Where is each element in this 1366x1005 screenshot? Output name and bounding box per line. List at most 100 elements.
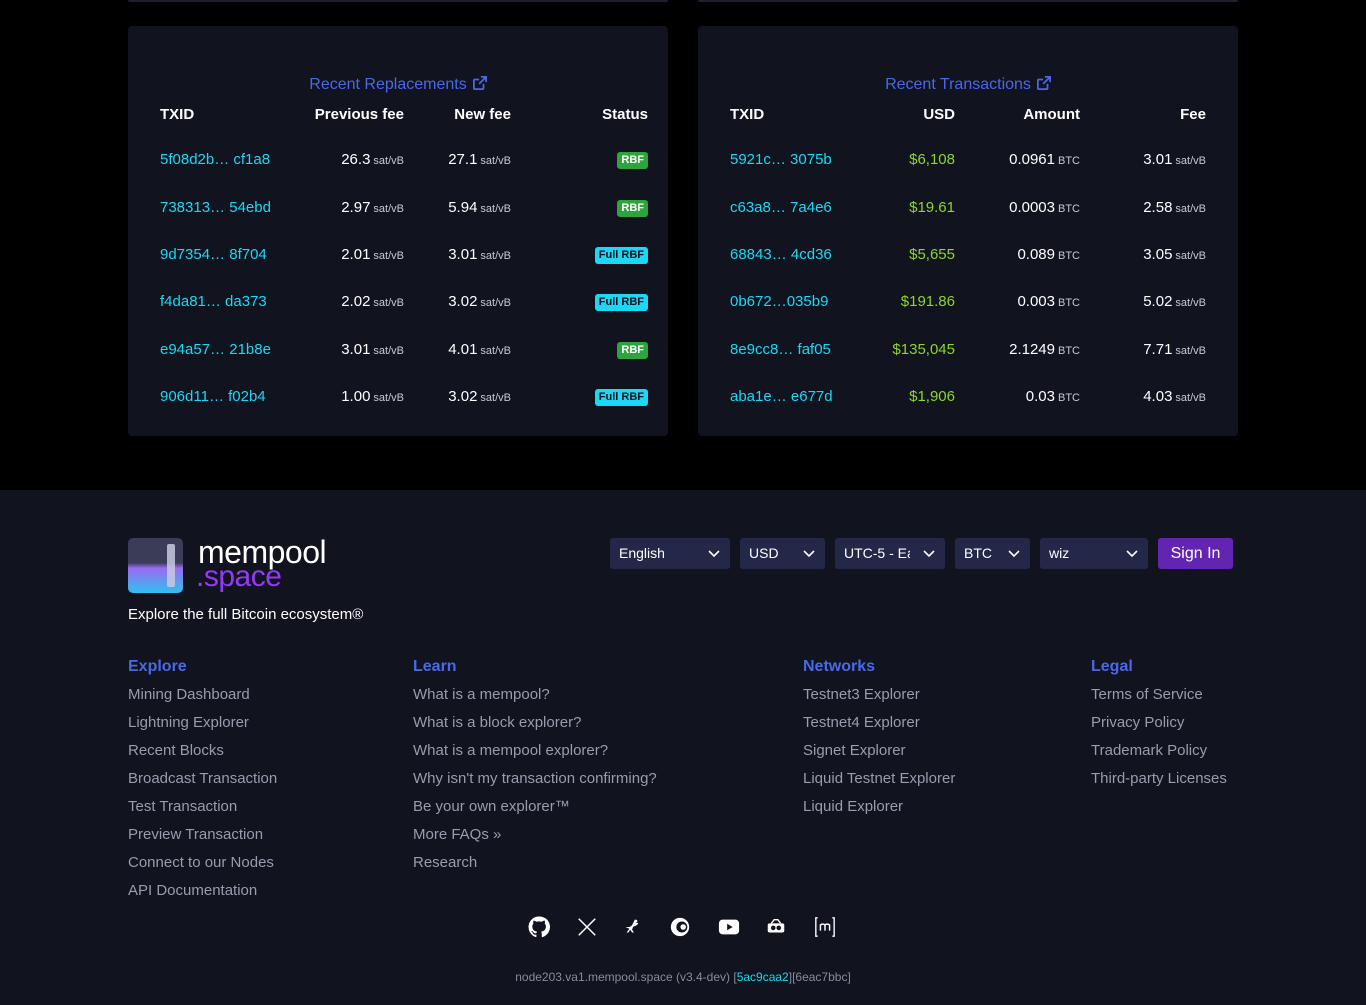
recent-transactions-link[interactable]: Recent Transactions bbox=[885, 76, 1051, 93]
logo-wordmark-suffix: .space bbox=[196, 560, 282, 593]
usd-value: $19.61 bbox=[909, 198, 955, 216]
footer-link[interactable]: More FAQs » bbox=[413, 826, 502, 843]
table-row: e94a57… 21b8e 3.01 sat/vB 4.01 sat/vB RBF bbox=[160, 326, 648, 373]
btc-amount: 0.03 BTC bbox=[1025, 388, 1080, 406]
status-badge: Full RBF bbox=[594, 246, 648, 264]
col-header-amount: Amount bbox=[1023, 105, 1080, 123]
status-badge: RBF bbox=[617, 152, 648, 170]
table-row: 5921c… 3075b $6,108 0.0961 BTC 3.01 sat/vB bbox=[730, 136, 1206, 183]
fee-rate: 3.01 sat/vB bbox=[1143, 151, 1206, 169]
usd-value: $6,108 bbox=[909, 151, 955, 169]
txid-link[interactable]: c63a8… 7a4e6 bbox=[730, 198, 832, 216]
new-fee: 3.02 sat/vB bbox=[448, 293, 511, 311]
recent-replacements-link[interactable]: Recent Replacements bbox=[309, 76, 487, 93]
fee-rate: 3.05 sat/vB bbox=[1143, 245, 1206, 263]
status-badge: RBF bbox=[617, 199, 648, 217]
column-heading: Learn bbox=[413, 658, 457, 675]
new-fee: 27.1 sat/vB bbox=[448, 151, 511, 169]
sign-in-button[interactable]: Sign In bbox=[1158, 538, 1233, 569]
txid-link[interactable]: 0b672…035b9 bbox=[730, 293, 829, 311]
chevron-down-icon bbox=[803, 550, 815, 558]
footer-link[interactable]: What is a mempool? bbox=[413, 686, 550, 703]
nostr-icon[interactable] bbox=[622, 916, 644, 938]
col-header-fee: Fee bbox=[1180, 105, 1206, 123]
matrix-icon[interactable] bbox=[814, 916, 836, 938]
fee-rate: 7.71 sat/vB bbox=[1143, 340, 1206, 358]
footer-link[interactable]: Signet Explorer bbox=[803, 742, 906, 759]
footer-link[interactable]: What is a block explorer? bbox=[413, 714, 582, 731]
transactions-table: TXID USD Amount Fee 5921c… 3075b $6,108 0.… bbox=[730, 92, 1206, 420]
footer-link[interactable]: Privacy Policy bbox=[1091, 714, 1185, 731]
footer-column-legal: Legal Terms of Service Privacy Policy Tr… bbox=[1091, 658, 1227, 798]
footer-link[interactable]: Mining Dashboard bbox=[128, 686, 250, 703]
status-badge: Full RBF bbox=[594, 389, 648, 407]
footer-link[interactable]: Broadcast Transaction bbox=[128, 770, 278, 787]
footer-link[interactable]: What is a mempool explorer? bbox=[413, 742, 609, 759]
social-links bbox=[528, 916, 840, 938]
footer-link[interactable]: Recent Blocks bbox=[128, 742, 224, 759]
footer-link[interactable]: Trademark Policy bbox=[1091, 742, 1208, 759]
previous-card-edge bbox=[698, 0, 1238, 2]
logo-wordmark: mempool bbox=[198, 534, 327, 570]
footer-link[interactable]: Be your own explorer™ bbox=[413, 798, 570, 815]
previous-fee: 2.01 sat/vB bbox=[341, 245, 404, 263]
btc-amount: 0.003 BTC bbox=[1017, 293, 1080, 311]
txid-link[interactable]: 906d11… f02b4 bbox=[160, 388, 266, 406]
footer-link[interactable]: Testnet3 Explorer bbox=[803, 686, 920, 703]
txid-link[interactable]: 8e9cc8… faf05 bbox=[730, 340, 831, 358]
txid-link[interactable]: 5921c… 3075b bbox=[730, 151, 832, 169]
version-info: node203.va1.mempool.space (v3.4-dev) [5a… bbox=[515, 970, 851, 984]
footer-link[interactable]: Terms of Service bbox=[1091, 686, 1203, 703]
footer-link[interactable]: Test Transaction bbox=[128, 798, 238, 815]
footer-link[interactable]: Liquid Explorer bbox=[803, 798, 904, 815]
currency-select[interactable]: USD bbox=[740, 538, 825, 569]
column-heading: Explore bbox=[128, 658, 187, 675]
usd-value: $191.86 bbox=[900, 293, 955, 311]
footer-link[interactable]: Third-party Licenses bbox=[1091, 770, 1227, 787]
bluesky-icon[interactable] bbox=[669, 916, 691, 938]
col-header-new-fee: New fee bbox=[454, 105, 511, 123]
txid-link[interactable]: aba1e… e677d bbox=[730, 388, 833, 406]
btc-amount: 2.1249 BTC bbox=[1009, 340, 1080, 358]
table-row: 738313… 54ebd 2.97 sat/vB 5.94 sat/vB RBF bbox=[160, 183, 648, 230]
txid-link[interactable]: 9d7354… 8f704 bbox=[160, 245, 267, 263]
previous-card-edge bbox=[128, 0, 668, 2]
github-icon[interactable] bbox=[528, 916, 550, 938]
unit-select[interactable]: BTC bbox=[955, 538, 1030, 569]
table-row: c63a8… 7a4e6 $19.61 0.0003 BTC 2.58 sat/vB bbox=[730, 183, 1206, 230]
txid-link[interactable]: 738313… 54ebd bbox=[160, 198, 271, 216]
footer-link[interactable]: Testnet4 Explorer bbox=[803, 714, 920, 731]
footer-link[interactable]: Research bbox=[413, 854, 478, 871]
col-header-txid: TXID bbox=[160, 105, 195, 123]
footer-link[interactable]: Liquid Testnet Explorer bbox=[803, 770, 956, 787]
footer-column-explore: Explore Mining Dashboard Lightning Explo… bbox=[128, 658, 277, 910]
status-badge: RBF bbox=[617, 341, 648, 359]
chevron-down-icon bbox=[708, 550, 720, 558]
footer-link[interactable]: Preview Transaction bbox=[128, 826, 264, 843]
timezone-select[interactable]: UTC-5 - Eastern bbox=[835, 538, 945, 569]
telegram-icon[interactable] bbox=[765, 916, 787, 938]
footer-link[interactable]: Why isn't my transaction confirming? bbox=[413, 770, 657, 787]
youtube-icon[interactable] bbox=[718, 916, 740, 938]
recent-replacements-card: Recent Replacements TXID Previous fee Ne… bbox=[128, 26, 668, 436]
language-select[interactable]: English bbox=[610, 538, 730, 569]
previous-fee: 26.3 sat/vB bbox=[341, 151, 404, 169]
fee-rate: 4.03 sat/vB bbox=[1143, 388, 1206, 406]
txid-link[interactable]: f4da81… da373 bbox=[160, 293, 267, 311]
table-row: 9d7354… 8f704 2.01 sat/vB 3.01 sat/vB Full RB… bbox=[160, 231, 648, 278]
footer-link[interactable]: Connect to our Nodes bbox=[128, 854, 274, 871]
txid-link[interactable]: e94a57… 21b8e bbox=[160, 340, 271, 358]
mempool-logo[interactable]: mempool .space bbox=[128, 534, 358, 598]
x-icon[interactable] bbox=[576, 916, 598, 938]
col-header-status: Status bbox=[602, 105, 648, 123]
theme-select[interactable]: wiz bbox=[1040, 538, 1148, 569]
txid-link[interactable]: 5f08d2b… cf1a8 bbox=[160, 151, 271, 169]
table-row: aba1e… e677d $1,906 0.03 BTC 4.03 sat/vB bbox=[730, 373, 1206, 420]
btc-amount: 0.0961 BTC bbox=[1009, 151, 1080, 169]
footer-link[interactable]: API Documentation bbox=[128, 882, 258, 899]
version-commit-link[interactable]: 5ac9caa2 bbox=[736, 970, 789, 984]
txid-link[interactable]: 68843… 4cd36 bbox=[730, 245, 832, 263]
col-header-txid: TXID bbox=[730, 105, 765, 123]
footer-link[interactable]: Lightning Explorer bbox=[128, 714, 249, 731]
table-row: 68843… 4cd36 $5,655 0.089 BTC 3.05 sat/vB bbox=[730, 231, 1206, 278]
